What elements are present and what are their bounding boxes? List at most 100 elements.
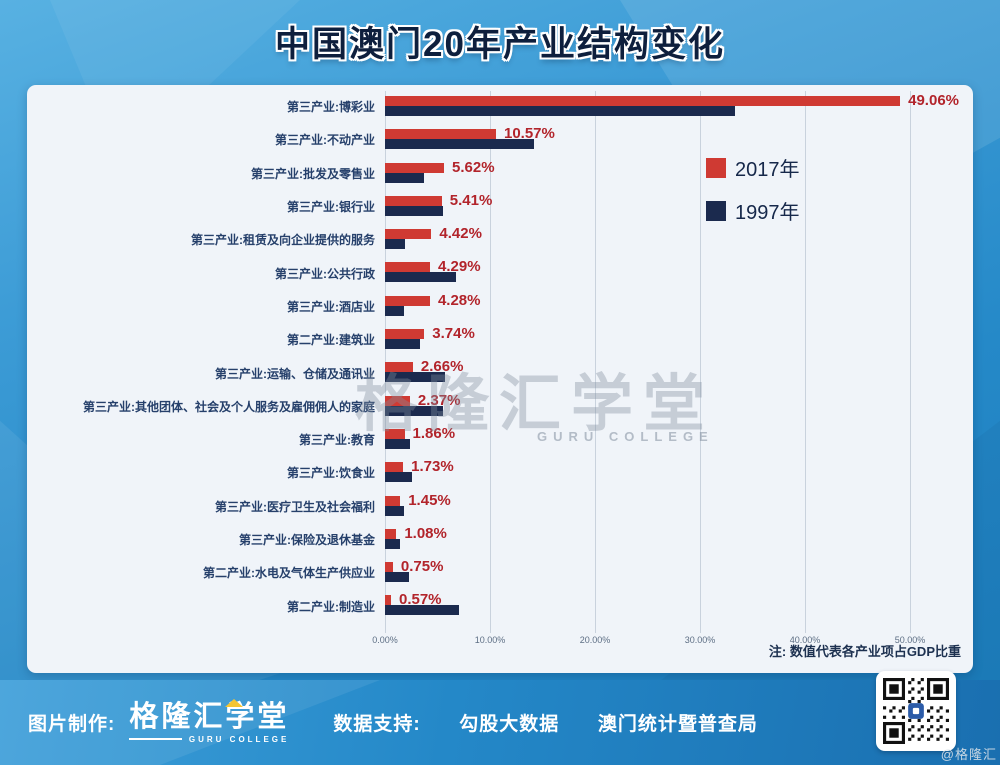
category-label: 第三产业:酒店业 xyxy=(287,299,375,314)
qr-caption: @格隆汇 xyxy=(940,747,997,762)
axis-tick-label: 10.00% xyxy=(474,635,506,645)
page-title: 中国澳门20年产业结构变化 xyxy=(275,25,725,64)
category-label: 第三产业:银行业 xyxy=(287,200,375,215)
bar-group xyxy=(385,96,901,116)
legend-item-1997: 1997年 xyxy=(706,196,800,225)
support-source-1: 勾股大数据 xyxy=(459,714,560,735)
watermark-text: 格隆汇学堂 xyxy=(354,370,715,439)
value-label: 4.42% xyxy=(439,225,482,243)
support-source-2: 澳门统计暨普查局 xyxy=(597,714,758,735)
data-support-text: 数据支持: 勾股大数据 澳门统计暨普查局 xyxy=(333,709,757,736)
category-label: 第二产业:建筑业 xyxy=(287,333,375,348)
chart-row: 第三产业:租赁及向企业提供的服务 4.42% xyxy=(27,223,973,256)
chart-row: 第三产业:饮食业 1.73% xyxy=(27,456,973,489)
bar-1997年 xyxy=(385,438,411,449)
gridline xyxy=(910,91,911,633)
legend-swatch-1997 xyxy=(706,200,726,221)
bar-group xyxy=(385,295,430,316)
bar-2017年 xyxy=(385,129,496,140)
bar-2017年 xyxy=(385,262,431,273)
legend-item-2017: 2017年 xyxy=(706,153,800,182)
chart-row: 第二产业:建筑业 3.74% xyxy=(27,323,973,356)
bar-1997年 xyxy=(385,405,443,416)
legend-label-2017: 2017年 xyxy=(735,159,800,181)
bar-group xyxy=(385,462,413,483)
bar-2017年 xyxy=(385,428,405,439)
chart-row: 第三产业:公共行政 4.29% xyxy=(27,256,973,289)
bar-1997年 xyxy=(385,139,535,150)
plot-rows: 第三产业:博彩业 49.06% 第三产业:不动产业 10.57% 第三产业:批发及零售业… xyxy=(27,90,973,623)
value-label: 1.45% xyxy=(408,491,451,509)
bar-1997年 xyxy=(385,239,405,250)
value-label: 0.57% xyxy=(398,591,442,609)
chart-row: 第三产业:博彩业 49.06% xyxy=(27,90,973,123)
bar-1997年 xyxy=(385,305,404,316)
bar-group xyxy=(385,528,400,549)
bar-1997年 xyxy=(385,605,459,616)
bar-group xyxy=(385,262,457,283)
category-label: 第三产业:饮食业 xyxy=(287,466,375,481)
value-label: 2.66% xyxy=(420,358,464,376)
chart-row: 第三产业:其他团体、社会及个人服务及雇佣佣人的家庭 2.37% xyxy=(27,390,973,423)
value-label: 4.28% xyxy=(437,291,481,309)
chart-card: 0.00% 10.00% 20.00% 30.00% 40.00% 50.00% 第三产业… xyxy=(27,85,973,673)
bar-2017年 xyxy=(385,495,401,506)
bar-group xyxy=(385,395,443,416)
bar-2017年 xyxy=(385,362,413,373)
axis-tick-label: 30.00% xyxy=(684,635,716,645)
bar-group xyxy=(385,495,404,516)
category-label: 第三产业:医疗卫生及社会福利 xyxy=(215,499,375,514)
bar-2017年 xyxy=(385,96,901,106)
value-label: 5.41% xyxy=(449,191,493,209)
bar-2017年 xyxy=(385,229,432,240)
gridline xyxy=(700,91,701,633)
value-label: 4.29% xyxy=(438,258,481,276)
bar-1997年 xyxy=(385,505,404,516)
bar-2017年 xyxy=(385,462,404,473)
legend-label-1997: 1997年 xyxy=(735,202,800,224)
chart-row: 第三产业:酒店业 4.28% xyxy=(27,290,973,323)
chart-row: 第三产业:运输、仓储及通讯业 2.66% xyxy=(27,356,973,389)
axis-tick-label: 0.00% xyxy=(372,635,398,645)
chart-row: 第三产业:不动产业 10.57% xyxy=(27,123,973,156)
category-label: 第三产业:租赁及向企业提供的服务 xyxy=(191,233,375,248)
category-label: 第三产业:公共行政 xyxy=(275,266,375,281)
category-label: 第三产业:批发及零售业 xyxy=(251,166,375,181)
category-label: 第二产业:制造业 xyxy=(287,599,375,614)
value-label: 5.62% xyxy=(452,158,495,176)
bar-group xyxy=(385,428,411,449)
footer-bar: 图片制作: 格隆汇学堂 GURU COLLEGE 数据支持: 勾股大数据 澳门统… xyxy=(0,680,1000,765)
logo-text: 格隆汇学堂 xyxy=(129,700,290,733)
chart-row: 第三产业:保险及退休基金 1.08% xyxy=(27,523,973,556)
value-label: 10.57% xyxy=(503,125,555,143)
category-label: 第二产业:水电及气体生产供应业 xyxy=(203,566,375,581)
bar-1997年 xyxy=(385,339,420,350)
bar-1997年 xyxy=(385,372,445,383)
bar-2017年 xyxy=(385,595,391,606)
bar-2017年 xyxy=(385,162,444,173)
category-label: 第三产业:教育 xyxy=(299,433,375,448)
gridline xyxy=(490,91,491,633)
logo-subtext: GURU COLLEGE xyxy=(188,734,290,744)
bar-2017年 xyxy=(385,295,430,306)
bar-1997年 xyxy=(385,205,443,216)
chart-row: 第三产业:银行业 5.41% xyxy=(27,190,973,223)
value-label: 49.06% xyxy=(908,92,959,109)
category-label: 第三产业:运输、仓储及通讯业 xyxy=(215,366,375,381)
category-label: 第三产业:保险及退休基金 xyxy=(239,533,375,547)
guru-college-logo: 格隆汇学堂 GURU COLLEGE xyxy=(129,698,290,744)
bar-1997年 xyxy=(385,172,424,183)
bar-2017年 xyxy=(385,395,410,406)
value-label: 1.73% xyxy=(411,458,454,476)
bar-2017年 xyxy=(385,528,397,539)
bar-group xyxy=(385,162,444,183)
bar-group xyxy=(385,362,445,383)
value-label: 0.75% xyxy=(400,558,444,576)
chart-row: 第三产业:批发及零售业 5.62% xyxy=(27,157,973,190)
bar-group xyxy=(385,195,443,216)
watermark-subtext: GURU COLLEGE xyxy=(537,429,714,444)
gridline xyxy=(805,91,806,633)
chart-legend: 2017年 1997年 xyxy=(706,153,800,239)
legend-swatch-2017 xyxy=(706,157,726,178)
axis-tick-label: 50.00% xyxy=(894,635,926,645)
